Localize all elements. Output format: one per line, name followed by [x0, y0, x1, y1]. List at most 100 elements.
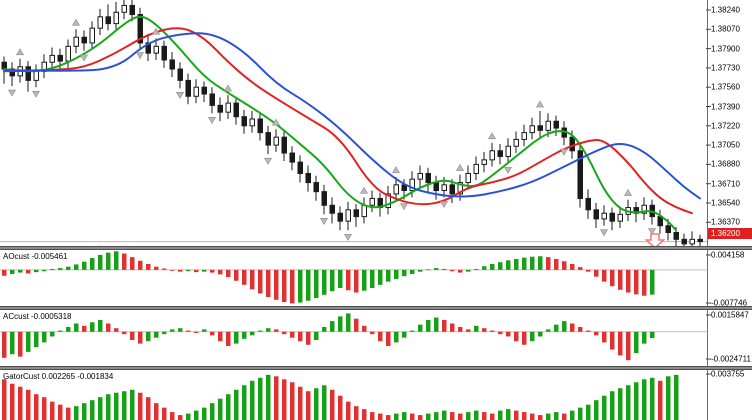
histogram-bar	[586, 404, 591, 420]
panel-divider-1[interactable]	[0, 246, 752, 250]
candle-body	[105, 16, 111, 25]
histogram-bar	[18, 386, 23, 420]
candle-body	[129, 4, 135, 16]
candle-body	[681, 238, 687, 245]
histogram-bar	[106, 323, 111, 332]
indicator-label-gatorcust: GatorCust 0.002265 -0.001834	[3, 372, 114, 381]
panel-divider-2[interactable]	[0, 306, 752, 310]
histogram-bar	[498, 262, 503, 270]
histogram-bar	[306, 331, 311, 345]
histogram-bar	[562, 261, 567, 270]
fractal-down-icon	[559, 148, 569, 156]
fractal-down-icon	[319, 218, 329, 225]
histogram-bar	[90, 322, 95, 332]
histogram-bar	[298, 269, 303, 303]
candle-body	[49, 54, 55, 63]
histogram-bar	[346, 401, 351, 420]
histogram-bar	[258, 269, 263, 294]
fractal-down-icon	[647, 228, 657, 236]
histogram-bar	[50, 268, 55, 270]
candle-body	[81, 36, 87, 44]
histogram-bar	[138, 392, 143, 420]
fractal-up-icon	[535, 100, 545, 108]
fractal-up-icon	[391, 166, 401, 174]
histogram-bar	[82, 325, 87, 332]
histogram-bar	[66, 266, 71, 270]
candle-body	[577, 150, 583, 199]
fractal-up-icon	[487, 132, 497, 140]
histogram-bar	[34, 331, 39, 348]
histogram-bar	[290, 269, 295, 304]
histogram-bar	[234, 331, 239, 344]
histogram-bar	[410, 413, 415, 420]
histogram-bar	[618, 269, 623, 290]
candle-body	[177, 68, 183, 81]
histogram-bar	[210, 269, 215, 273]
histogram-bar	[202, 329, 207, 332]
histogram-bar	[194, 331, 199, 333]
histogram-bar	[26, 389, 31, 420]
histogram-bar	[322, 269, 327, 295]
candle-body	[185, 79, 191, 97]
histogram-bar	[618, 331, 623, 356]
histogram-bar	[386, 415, 391, 420]
histogram-bar	[122, 253, 127, 270]
histogram-bar	[282, 331, 287, 335]
histogram-bar	[242, 385, 247, 420]
candle-body	[329, 204, 335, 214]
histogram-bar	[218, 269, 223, 275]
fractal-down-icon	[599, 229, 609, 237]
histogram-bar	[418, 415, 423, 420]
histogram-bar	[2, 379, 7, 420]
histogram-bar	[130, 389, 135, 420]
histogram-bar	[210, 403, 215, 420]
candle-body	[305, 172, 311, 184]
candle-body	[33, 70, 39, 81]
histogram-bar	[226, 394, 231, 420]
histogram-bar	[554, 412, 559, 420]
histogram-bar	[578, 267, 583, 270]
fractal-down-icon	[207, 117, 217, 124]
histogram-bar	[138, 331, 143, 344]
histogram-bar	[298, 386, 303, 420]
histogram-bar	[458, 269, 463, 273]
histogram-bar	[210, 331, 215, 336]
histogram-bar	[522, 412, 527, 420]
histogram-bar	[354, 406, 359, 420]
histogram-bar	[18, 269, 23, 273]
histogram-bar	[154, 403, 159, 420]
histogram-bar	[90, 258, 95, 270]
histogram-bar	[594, 269, 599, 277]
histogram-bar	[306, 391, 311, 420]
histogram-bar	[2, 331, 7, 358]
histogram-bar	[506, 409, 511, 420]
fractal-down-icon	[175, 92, 185, 99]
histogram-bar	[50, 401, 55, 420]
candle-body	[65, 45, 71, 62]
candle-body	[9, 68, 15, 77]
histogram-bar	[186, 269, 191, 272]
histogram-bar	[322, 385, 327, 420]
histogram-bar	[274, 269, 279, 300]
candle-body	[697, 238, 703, 243]
panel-divider-3[interactable]	[0, 366, 752, 370]
candle-body	[441, 184, 447, 192]
fractal-up-icon	[623, 188, 633, 196]
histogram-bar	[450, 323, 455, 332]
histogram-bar	[122, 391, 127, 420]
sell-signal-arrow-icon[interactable]	[644, 233, 666, 250]
histogram-bar	[362, 325, 367, 332]
histogram-bar	[354, 318, 359, 332]
candle-body	[161, 45, 167, 61]
fractal-down-icon	[31, 90, 41, 98]
histogram-bar	[282, 379, 287, 420]
histogram-bar	[626, 269, 631, 293]
histogram-bar	[362, 269, 367, 291]
fractal-down-icon	[7, 89, 17, 97]
candle-body	[153, 45, 159, 54]
histogram-bar	[218, 398, 223, 420]
histogram-bar	[146, 263, 151, 270]
histogram-bar	[314, 269, 319, 298]
